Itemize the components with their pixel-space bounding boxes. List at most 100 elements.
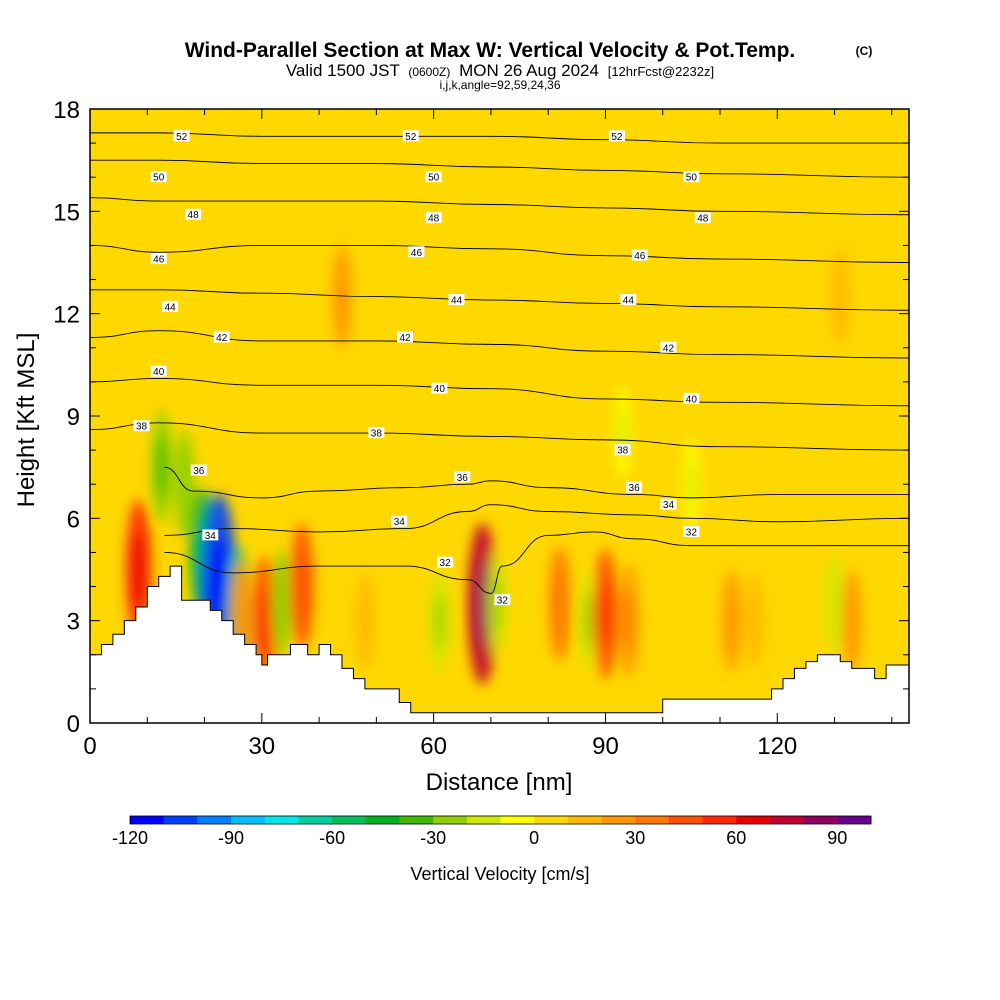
- contour-label: 32: [497, 596, 509, 607]
- valid-utc: (0600Z): [408, 65, 450, 79]
- velocity-cell-core: [600, 578, 611, 650]
- colorbar-tick-label: -30: [420, 828, 446, 848]
- contour-label: 48: [188, 210, 200, 221]
- contour-label: 42: [399, 333, 411, 344]
- contour-label-bg: [213, 331, 230, 343]
- terrain: [90, 565, 909, 723]
- colorbar-tick-label: 90: [827, 828, 847, 848]
- velocity-cell-core: [687, 459, 696, 510]
- contour-label: 50: [428, 173, 440, 184]
- colorbar-swatch: [231, 816, 266, 824]
- contour-label: 42: [663, 343, 675, 354]
- contour-label: 34: [205, 531, 217, 542]
- velocity-cell-core: [623, 589, 634, 652]
- velocity-cell-core: [179, 454, 190, 514]
- contour-label-bg: [162, 300, 179, 312]
- contour-label: 52: [611, 132, 623, 143]
- colorbar-swatch: [534, 816, 569, 824]
- colorbar-swatch: [837, 816, 872, 824]
- contour-label-bg: [660, 498, 677, 510]
- contour-label: 46: [411, 248, 423, 259]
- contour-label-bg: [660, 341, 677, 353]
- y-tick-label: 15: [53, 199, 80, 226]
- contour-label: 52: [176, 132, 188, 143]
- velocity-cell-core: [475, 559, 489, 649]
- velocity-cell-core: [237, 584, 247, 644]
- contour-label: 52: [405, 132, 417, 143]
- contour-label: 48: [428, 214, 440, 225]
- contour-label: 44: [165, 302, 177, 313]
- contour-label-bg: [694, 212, 711, 224]
- contour-label-bg: [391, 515, 408, 527]
- contour-label-bg: [631, 249, 648, 261]
- contour-label: 42: [216, 333, 228, 344]
- contour-label-bg: [425, 212, 442, 224]
- isentrope-32: [164, 531, 909, 594]
- x-tick-label: 60: [420, 733, 447, 760]
- velocity-cell-core: [296, 551, 308, 622]
- colorbar-swatch: [769, 816, 805, 824]
- contour-label: 40: [686, 394, 698, 405]
- colorbar-swatch: [130, 816, 165, 824]
- isentrope-48: [90, 197, 909, 216]
- chart-title: Wind-Parallel Section at Max W: Vertical…: [185, 39, 796, 62]
- y-axis-label: Height [Kft MSL]: [13, 333, 40, 508]
- contour-label-bg: [397, 331, 413, 343]
- isentrope-36: [164, 466, 909, 499]
- isentrope-38: [90, 422, 909, 451]
- colorbar-tick-label: 60: [726, 828, 746, 848]
- contour-label-bg: [190, 464, 207, 476]
- colorbar-tick-label: 0: [529, 828, 539, 848]
- contour-label-bg: [614, 444, 631, 456]
- y-tick-label: 3: [67, 609, 80, 636]
- chart-title-block: Wind-Parallel Section at Max W: Vertical…: [185, 39, 873, 92]
- chart-subtitle: Valid 1500 JST (0600Z) MON 26 Aug 2024 […: [286, 61, 714, 80]
- colorbar-swatch: [163, 816, 198, 824]
- isentrope-50: [90, 159, 909, 178]
- contour-labels: 52 52 52 50 50 50 48 48 48 46 46 46 44 44 44 42 42 42 40 40…: [133, 130, 711, 607]
- x-tick-label: 90: [592, 733, 619, 760]
- contour-label-bg: [150, 171, 167, 183]
- contour-label-bg: [608, 130, 625, 142]
- y-tick-label: 0: [67, 711, 80, 738]
- valid-date: MON 26 Aug 2024: [459, 61, 599, 80]
- grid-indices: i,j,k,angle=92,59,24,36: [439, 78, 560, 92]
- colorbar-tick-label: -60: [319, 828, 345, 848]
- contour-label: 40: [434, 384, 446, 395]
- contour-label: 44: [451, 296, 463, 307]
- velocity-cell-core: [583, 593, 593, 649]
- contour-label-bg: [150, 253, 167, 265]
- contour-label: 44: [623, 296, 635, 307]
- colorbar-swatch: [197, 816, 232, 824]
- velocity-cell-core: [156, 436, 167, 499]
- plot-area: 52 52 52 50 50 50 48 48 48 46 46 46 44 44 44 42 42 42 40 40…: [90, 109, 909, 723]
- contour-label-bg: [626, 481, 643, 493]
- x-tick-label: 0: [83, 733, 96, 760]
- copyright-mark: (C): [856, 44, 873, 58]
- velocity-cell-core: [830, 577, 839, 631]
- contour-label: 38: [371, 429, 383, 440]
- contour-label: 38: [136, 422, 148, 433]
- velocity-cell-core: [750, 594, 759, 648]
- velocity-cell-core: [259, 585, 271, 657]
- colorbar-swatch: [298, 816, 333, 824]
- contour-label: 46: [153, 255, 165, 266]
- contour-label: 36: [629, 483, 641, 494]
- velocity-cell-core: [277, 574, 287, 634]
- contour-label-bg: [402, 130, 419, 142]
- y-tick-label: 12: [53, 302, 80, 329]
- colorbar-swatch: [433, 816, 468, 824]
- colorbar-swatch: [332, 816, 367, 824]
- contour-label-bg: [133, 420, 150, 432]
- velocity-cell-core: [836, 270, 845, 324]
- contour-label: 34: [663, 500, 675, 511]
- contour-label-bg: [425, 171, 442, 183]
- velocity-cell-core: [132, 531, 145, 608]
- contour-label: 36: [457, 473, 469, 484]
- velocity-cell-core: [337, 268, 347, 325]
- colorbar-swatch: [567, 816, 603, 824]
- colorbar-swatch: [803, 816, 838, 824]
- isentrope-52: [90, 132, 909, 144]
- valid-time: Valid 1500 JST: [286, 61, 400, 80]
